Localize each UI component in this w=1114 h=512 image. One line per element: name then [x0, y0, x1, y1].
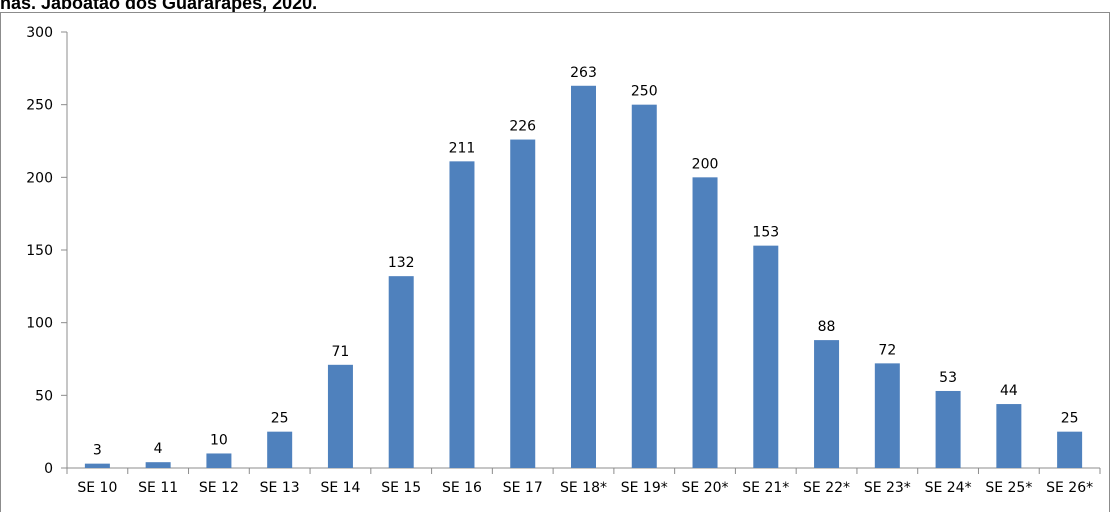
y-tick-label: 200 — [26, 170, 53, 186]
data-label: 10 — [210, 432, 228, 448]
y-tick-label: 50 — [35, 388, 53, 404]
bar — [84, 463, 110, 468]
data-label: 132 — [388, 255, 415, 271]
x-tick-label: SE 22* — [803, 480, 850, 496]
y-tick-label: 300 — [26, 25, 53, 41]
bar — [327, 364, 353, 468]
bar — [206, 453, 232, 468]
data-label: 226 — [509, 119, 536, 135]
data-label: 263 — [570, 65, 597, 81]
x-axis: SE 10 SE 11 SE 12 SE 13 SE 14 SE 15 SE 16 SE 17… — [66, 467, 1101, 496]
x-tick-label: SE 16 — [442, 480, 482, 496]
bar — [449, 161, 475, 468]
data-label: 153 — [752, 225, 779, 241]
bar — [571, 85, 596, 469]
bar — [631, 104, 657, 469]
x-tick-label: SE 21* — [742, 480, 789, 496]
x-tick-label: SE 11 — [138, 480, 178, 496]
x-tick-label: SE 10 — [77, 480, 117, 496]
x-tick-label: SE 18* — [560, 480, 607, 496]
data-label: 71 — [332, 344, 350, 360]
x-tick-label: SE 14 — [320, 480, 360, 496]
y-tick-label: 0 — [44, 461, 53, 477]
bar — [145, 462, 171, 468]
y-axis: 0 50 100 150 200 250 300 — [26, 25, 68, 477]
data-label: 25 — [271, 411, 289, 427]
data-label: 53 — [939, 370, 957, 386]
x-tick-label: SE 19* — [621, 480, 668, 496]
x-tick-label: SE 15 — [381, 480, 421, 496]
x-tick-label: SE 25* — [985, 480, 1032, 496]
bar — [388, 276, 414, 468]
bar — [996, 404, 1022, 468]
x-tick-label: SE 23* — [864, 480, 911, 496]
data-label: 4 — [154, 441, 163, 457]
y-tick-label: 250 — [26, 98, 53, 114]
bar — [267, 431, 293, 468]
data-label: 3 — [93, 443, 102, 459]
bar — [874, 363, 900, 468]
y-tick-label: 100 — [26, 316, 53, 332]
bar — [510, 139, 536, 468]
data-label: 200 — [692, 156, 719, 172]
chart-frame — [0, 12, 1110, 512]
x-tick-label: SE 17 — [503, 480, 543, 496]
bar — [935, 390, 961, 468]
bar — [753, 245, 779, 468]
chart-title: nas. Jaboatão dos Guararapes, 2020. — [0, 0, 318, 13]
x-tick-label: SE 12 — [199, 480, 239, 496]
bars — [84, 85, 1083, 469]
x-tick-label: SE 26* — [1046, 480, 1093, 496]
data-labels: 3 4 10 25 71 132 211 226 263 250 200 153 88 72 53 44 25 — [93, 65, 1079, 459]
data-label: 72 — [878, 342, 896, 358]
bar — [814, 340, 840, 468]
data-label: 211 — [449, 140, 476, 156]
x-tick-label: SE 20* — [682, 480, 729, 496]
x-tick-label: SE 24* — [925, 480, 972, 496]
data-label: 88 — [818, 319, 836, 335]
x-tick-label: SE 13 — [260, 480, 300, 496]
bar — [692, 177, 718, 469]
data-label: 44 — [1000, 383, 1018, 399]
data-label: 250 — [631, 84, 658, 100]
y-tick-label: 150 — [26, 243, 53, 259]
data-label: 25 — [1061, 411, 1079, 427]
bar — [1057, 431, 1083, 468]
